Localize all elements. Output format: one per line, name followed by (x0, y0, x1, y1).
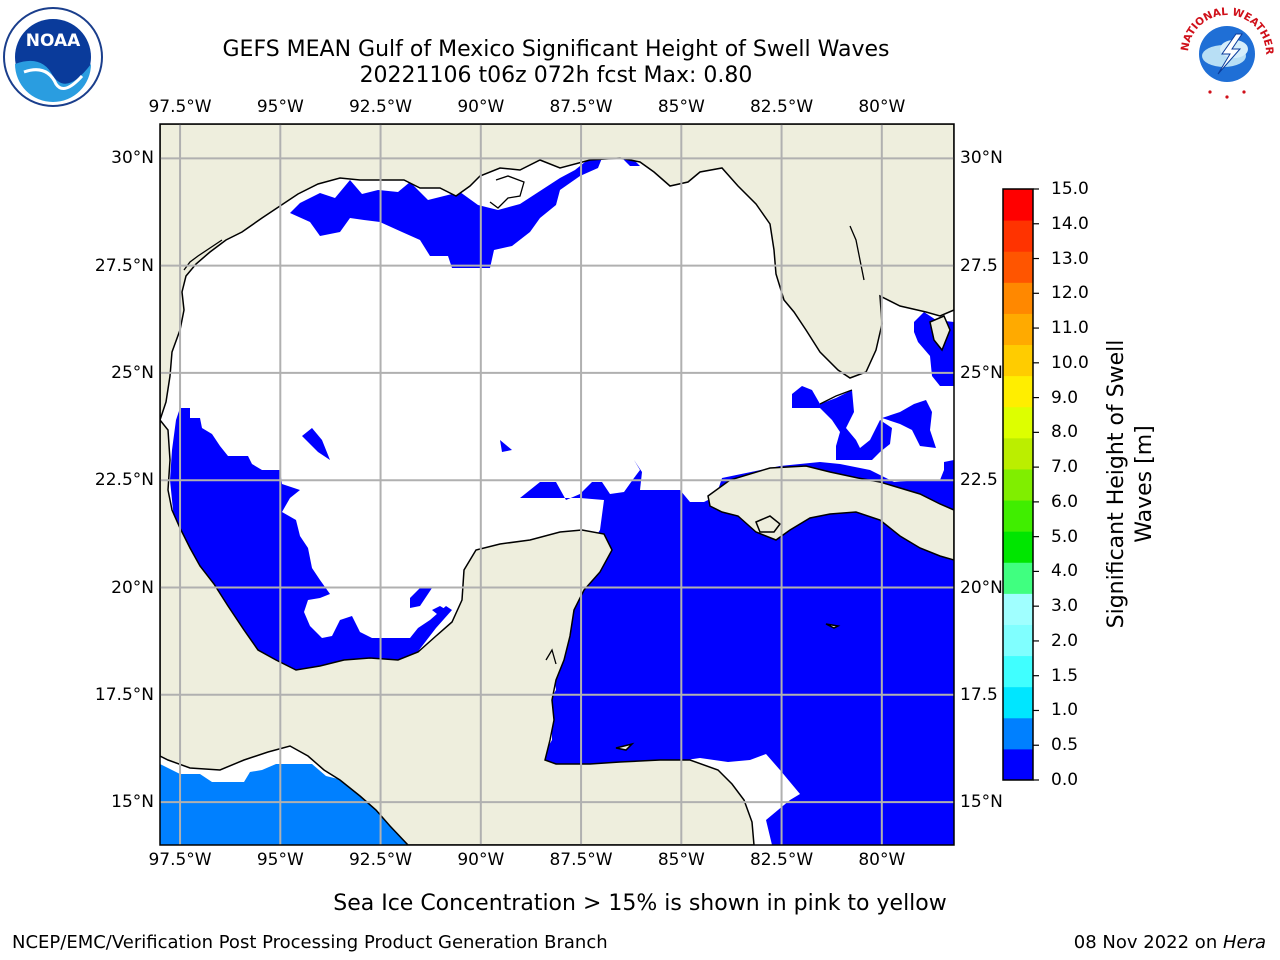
colorbar-tick-label: 1.5 (1051, 665, 1079, 686)
map-frame (159, 123, 955, 846)
lon-tick-label: 95°W (256, 97, 304, 117)
colorbar-tick-label: 6.0 (1051, 491, 1079, 512)
lon-tick-label: 85°W (657, 97, 705, 117)
footer-branch: NCEP/EMC/Verification Post Processing Pr… (12, 932, 608, 953)
swell-fill-layer (170, 158, 954, 845)
swell-fill-keys (792, 386, 892, 460)
swell-fill-east-edge (936, 466, 954, 500)
lat-tick-label-right: 20°N (960, 577, 1003, 598)
colorbar-tick-label: 3.0 (1051, 596, 1079, 617)
coast-florida-bay (849, 225, 865, 281)
nws-logo-graphic: NATIONAL WEATHER SERVICE (1172, 0, 1275, 100)
swell-fill-blob-a (302, 428, 330, 460)
lat-tick-label-right: 30°N (960, 148, 1003, 169)
swell-fill-blob-b (410, 588, 432, 608)
lat-tick-label-right: 22.5 (960, 470, 998, 491)
colorbar-tick-label: 0.5 (1051, 735, 1079, 756)
lon-tick-label: 92.5°W (348, 850, 413, 870)
swell-fill-bahamas-b (882, 400, 936, 448)
lat-tick-label-left: 17.5°N (94, 684, 154, 705)
colorbar-tick-label: 8.0 (1051, 422, 1079, 443)
swell-fill-north-coast (290, 158, 602, 268)
coast-mississippi-delta (489, 175, 525, 209)
lon-tick-label: 87.5°W (549, 850, 613, 870)
colorbar-tick-label: 7.0 (1051, 457, 1079, 478)
colorbar-tick-label: 9.0 (1051, 387, 1079, 408)
colorbar-tick-label: 0.0 (1051, 770, 1079, 790)
svg-text:NOAA: NOAA (26, 31, 81, 51)
lat-tick-label-left: 30°N (111, 148, 154, 169)
lat-tick-label-right: 15°N (960, 792, 1003, 813)
sea-ice-note: Sea Ice Concentration > 15% is shown in … (333, 891, 947, 916)
graticule (160, 124, 954, 845)
swell-fill-blob-d (500, 440, 512, 452)
lat-tick-label-right: 25°N (960, 362, 1003, 383)
lon-tick-label: 90°W (457, 850, 505, 870)
chart-title: GEFS MEAN Gulf of Mexico Significant Hei… (222, 37, 890, 62)
colorbar-tick-label: 14.0 (1051, 213, 1089, 234)
colorbar-tick-label: 11.0 (1051, 318, 1089, 339)
noaa-logo-graphic: NOAA (3, 7, 103, 107)
land-north-america (160, 124, 954, 421)
footer-date-text: 08 Nov 2022 on (1073, 932, 1223, 953)
coast-keys (819, 389, 853, 405)
land-isle-youth (755, 515, 782, 533)
swell-fill-west-gulf (170, 408, 452, 672)
lon-tick-label: 85°W (657, 850, 705, 870)
colorbar-label-line2: Waves [m] (1132, 425, 1157, 543)
footer-machine: Hera (1222, 932, 1266, 953)
lat-tick-label-right: 27.5 (960, 255, 998, 276)
swell-fill-pacific (160, 764, 410, 845)
swell-fill-blob-c (432, 606, 450, 618)
lon-tick-label: 80°W (858, 97, 906, 117)
chart-subtitle: 20221106 t06z 072h fcst Max: 0.80 (359, 63, 753, 88)
lon-tick-label: 82.5°W (749, 97, 814, 117)
lon-tick-label: 92.5°W (348, 97, 413, 117)
colorbar-tick-label: 2.0 (1051, 630, 1079, 651)
noaa-logo: NOAA (2, 6, 104, 108)
land-mexico (160, 418, 755, 845)
coast-belize-cays (545, 648, 557, 665)
land-layer (160, 124, 954, 845)
lat-tick-label-left: 15°N (111, 792, 154, 813)
lon-tick-label: 97.5°W (148, 97, 212, 117)
colorbar-tick-label: 4.0 (1051, 561, 1079, 582)
lon-tick-label: 82.5°W (749, 850, 814, 870)
colorbar-tick-label: 15.0 (1051, 179, 1089, 199)
land-bahamas-andros (929, 315, 951, 352)
colorbar-tick-label: 12.0 (1051, 283, 1089, 304)
lat-tick-label-right: 17.5 (960, 684, 998, 705)
lon-tick-label: 95°W (256, 850, 304, 870)
footer-date: 08 Nov 2022 on Hera (1074, 932, 1266, 954)
colorbar-tick-label: 13.0 (1051, 248, 1089, 269)
land-honduras-islands (615, 742, 635, 751)
lon-tick-label: 87.5°W (549, 97, 613, 117)
lat-tick-label-left: 20°N (111, 577, 154, 598)
colorbar-tick-label: 10.0 (1051, 352, 1089, 373)
lat-tick-label-left: 22.5°N (94, 470, 154, 491)
colorbar-label-line1: Significant Height of Swell (1104, 339, 1129, 629)
lon-tick-label: 80°W (858, 850, 906, 870)
land-cuba (707, 465, 954, 561)
swell-fill-caribbean (520, 460, 954, 845)
lat-tick-label-left: 25°N (111, 362, 154, 383)
nws-logo: NATIONAL WEATHER SERVICE (1172, 0, 1278, 102)
lon-tick-label: 90°W (457, 97, 505, 117)
lat-tick-label-left: 27.5°N (94, 255, 154, 276)
land-cayman (825, 623, 841, 629)
colorbar-tick-label: 5.0 (1051, 526, 1079, 547)
lon-tick-label: 97.5°W (148, 850, 212, 870)
colorbar-tick-label: 1.0 (1051, 700, 1079, 721)
